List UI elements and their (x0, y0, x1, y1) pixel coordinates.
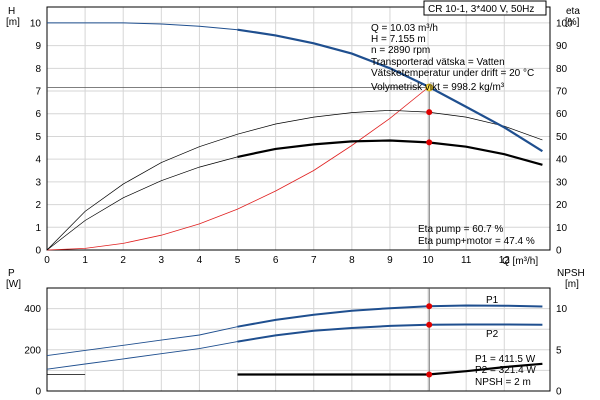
top-x-tick-label: 11 (461, 255, 472, 266)
duty-point-marker-npsh (426, 371, 433, 378)
info-line-flow: Q = 10.03 m³/h (371, 23, 438, 34)
top-y-right-tick-label: 60 (556, 109, 568, 120)
head-curve-line (47, 22, 238, 31)
top-x-tick-label: 9 (387, 255, 393, 266)
series-label-p1: P1 (486, 295, 499, 306)
top-chart-frame (46, 6, 551, 251)
top-y-left-tick-label: 2 (35, 200, 41, 211)
top-y-left-tick-label: 8 (35, 64, 41, 75)
top-y-left-label: H (8, 6, 15, 17)
top-x-tick-label: 12 (499, 255, 511, 266)
bottom-y-right-tick-label: 5 (556, 345, 562, 356)
bottom-y-left-tick-label: 400 (24, 304, 41, 315)
top-y-right-tick-label: 30 (556, 177, 568, 188)
top-y-right-tick-label: 10 (556, 223, 568, 234)
top-y-left-unit: [m] (6, 17, 20, 28)
top-x-axis-label: Q [m³/h] (502, 256, 538, 267)
top-y-left-tick-label: 9 (35, 41, 41, 52)
top-chart-grid (46, 7, 550, 251)
top-y-right-tick-label: 50 (556, 132, 568, 143)
info-line-density: Volymetrisk vikt = 998.2 kg/m³ (371, 82, 505, 93)
info-line-p1: P1 = 411.5 W (475, 354, 536, 365)
info-line-npsh: NPSH = 2 m (475, 377, 531, 388)
duty-point-info: Q = 10.03 m³/h H = 7.155 m n = 2890 rpm … (371, 23, 534, 93)
bottom-y-left-label: P (8, 268, 15, 279)
top-y-right-label: eta (566, 6, 580, 17)
bottom-chart-frame (46, 287, 551, 392)
top-y-right-tick-label: 40 (556, 155, 568, 166)
eta-pump-label: Eta pump = 60.7 % (418, 224, 503, 235)
duty-point-marker-eta-pump (426, 109, 433, 116)
top-x-tick-label: 4 (197, 255, 203, 266)
bottom-y-right-label: NPSH (557, 268, 585, 279)
bottom-chart-ticks: 0 200 400 0 5 10 (24, 304, 567, 397)
top-x-tick-label: 5 (235, 255, 241, 266)
bottom-y-right-unit: [m] (565, 279, 579, 290)
duty-point-markers (425, 83, 434, 378)
top-y-right-tick-label: 80 (556, 64, 568, 75)
p2-curve-bold (237, 323, 543, 343)
duty-point-marker-head (425, 83, 434, 92)
eta-total-curve-bold (237, 139, 543, 166)
bottom-y-right-tick-label: 10 (556, 304, 568, 315)
info-line-p2: P2 = 321.4 W (475, 365, 536, 376)
npsh-curve-bold (237, 362, 543, 376)
duty-point-marker-eta-total (426, 139, 433, 146)
top-y-left-tick-label: 7 (35, 87, 41, 98)
p2-curve-line (46, 341, 238, 370)
info-line-speed: n = 2890 rpm (371, 45, 430, 56)
top-chart-curves (46, 22, 543, 251)
top-y-left-tick-label: 3 (35, 177, 41, 188)
top-x-tick-label: 2 (120, 255, 126, 266)
top-y-right-tick-label: 70 (556, 87, 568, 98)
top-x-tick-label: 6 (273, 255, 279, 266)
bottom-y-left-tick-label: 200 (24, 345, 41, 356)
top-y-right-tick-label: 20 (556, 200, 568, 211)
top-y-left-tick-label: 6 (35, 109, 41, 120)
head-curve-bold (237, 28, 543, 153)
eta-total-label: Eta pump+motor = 47.4 % (418, 236, 535, 247)
top-x-tick-label: 10 (422, 255, 434, 266)
top-y-left-tick-label: 10 (30, 18, 42, 29)
bottom-y-left-tick-label: 0 (35, 387, 41, 398)
duty-point-marker-p2 (426, 321, 433, 328)
top-y-left-tick-label: 4 (35, 155, 41, 166)
info-line-head: H = 7.155 m (371, 34, 426, 45)
chart-title: CR 10-1, 3*400 V, 50Hz (428, 4, 534, 15)
bottom-y-right-tick-label: 0 (556, 387, 562, 398)
top-y-right-tick-label: 0 (556, 246, 562, 257)
bottom-y-left-unit: [W] (6, 279, 21, 290)
top-y-left-tick-label: 0 (35, 246, 41, 257)
system-curve-line (46, 87, 429, 251)
top-x-tick-label: 0 (44, 255, 50, 266)
series-label-p2: P2 (486, 329, 499, 340)
top-x-tick-label: 8 (349, 255, 355, 266)
bottom-chart-curves (46, 288, 543, 391)
p1-curve-bold (237, 304, 543, 328)
top-y-right-unit: [%] (565, 17, 580, 28)
top-y-left-tick-label: 5 (35, 132, 41, 143)
top-y-right-tick-label: 90 (556, 41, 568, 52)
title-box (423, 0, 547, 16)
top-x-tick-label: 1 (82, 255, 88, 266)
info-line-temperature: Vätsketemperatur under drift = 20 °C (371, 68, 534, 79)
top-x-tick-label: 7 (311, 255, 317, 266)
p1-curve-line (46, 326, 238, 357)
duty-point-marker-p1 (426, 303, 433, 310)
info-line-liquid: Transporterad vätska = Vatten (371, 57, 505, 68)
top-y-right-tick-label: 100 (556, 18, 573, 29)
top-x-tick-label: 3 (159, 255, 165, 266)
eta-pump-curve-line (46, 109, 543, 251)
top-y-left-tick-label: 1 (35, 223, 41, 234)
